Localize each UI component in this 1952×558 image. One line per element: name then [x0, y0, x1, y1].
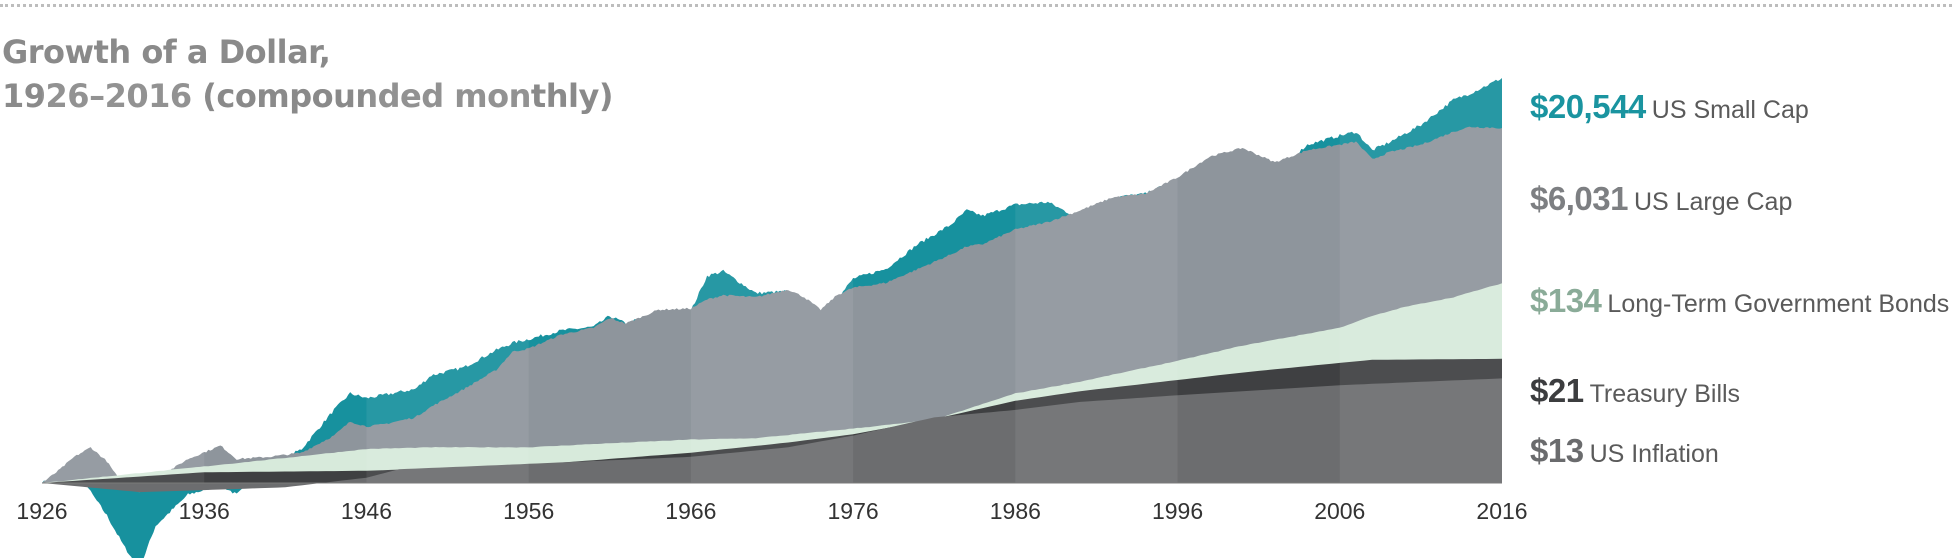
decade-band — [366, 68, 529, 483]
x-tick-label: 1976 — [828, 498, 879, 524]
legend-bills-label: Treasury Bills — [1589, 380, 1741, 408]
decade-shading — [42, 68, 1502, 483]
legend-bonds-value: $134 — [1530, 282, 1602, 319]
x-tick-label: 1926 — [16, 498, 67, 524]
decade-band — [42, 68, 205, 483]
x-tick-label: 1966 — [665, 498, 716, 524]
legend-inflation-label: US Inflation — [1589, 440, 1719, 468]
area-us-inflation — [42, 378, 1502, 493]
legend-bonds: $134 Long-Term Government Bonds — [1530, 282, 1950, 320]
legend-bonds-label: Long-Term Government Bonds — [1607, 290, 1950, 318]
series-areas — [42, 78, 1502, 558]
legend-small-cap-value: $20,544 — [1530, 88, 1646, 125]
legend-large-cap-label: US Large Cap — [1633, 188, 1793, 216]
x-tick-label: 1996 — [1152, 498, 1203, 524]
x-tick-label: 1956 — [503, 498, 554, 524]
legend-large-cap: $6,031 US Large Cap — [1530, 180, 1950, 218]
chart-title-line-1: Growth of a Dollar, — [2, 33, 331, 71]
legend-small-cap-label: US Small Cap — [1651, 96, 1809, 124]
x-axis-ticks: 1926 1936 1946 1956 1966 1976 1986 1996 2006 2016 — [16, 498, 1527, 524]
decade-band — [1015, 68, 1178, 483]
legend-small-cap: $20,544 US Small Cap — [1530, 88, 1950, 126]
legend-bills: $21 Treasury Bills — [1530, 372, 1950, 410]
chart-title: Growth of a Dollar, 1926–2016 (compounde… — [2, 30, 613, 118]
chart-title-line-2: 1926–2016 (compounded monthly) — [2, 77, 613, 115]
x-tick-label: 1946 — [341, 498, 392, 524]
decade-band — [1339, 68, 1502, 483]
legend-bills-value: $21 — [1530, 372, 1584, 409]
decade-band — [690, 68, 854, 483]
legend-large-cap-value: $6,031 — [1530, 180, 1628, 217]
x-tick-label: 2006 — [1314, 498, 1365, 524]
legend-inflation: $13 US Inflation — [1530, 432, 1950, 470]
x-tick-label: 2016 — [1476, 498, 1527, 524]
legend-inflation-value: $13 — [1530, 432, 1584, 469]
x-tick-label: 1936 — [179, 498, 230, 524]
x-tick-label: 1986 — [990, 498, 1041, 524]
top-dotted-rule — [0, 4, 1952, 7]
